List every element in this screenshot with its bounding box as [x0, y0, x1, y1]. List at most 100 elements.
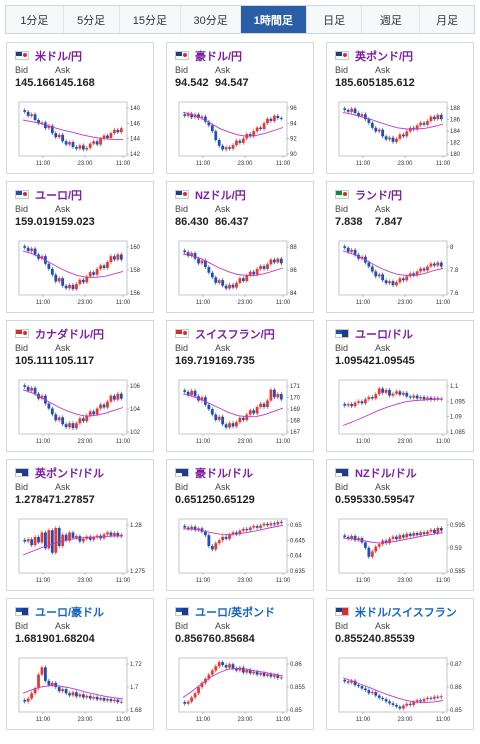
price-chart: 0.65 0.645 0.64 0.635 11:00 23:00 11:00 [178, 518, 306, 584]
candle-body [432, 696, 436, 699]
pair-title-link[interactable]: NZドル/ドル [335, 466, 417, 480]
bid-value: 185.605 [335, 77, 375, 89]
candle-body [255, 671, 259, 675]
candle-body [422, 268, 426, 271]
candle-body [75, 284, 78, 290]
pair-title-link[interactable]: ユーロ/豪ドル [15, 605, 104, 619]
tab-5[interactable]: 日足 [307, 6, 363, 33]
y-tick-label: 1.095 [450, 399, 466, 405]
candle-body [248, 670, 252, 674]
moving-average-line [22, 685, 124, 700]
candle-body [367, 547, 371, 557]
candle-body [252, 671, 256, 674]
candle-body [374, 127, 378, 132]
x-tick-label: 23:00 [397, 439, 413, 445]
rate-card[interactable]: 英ポンド/ドル Bid Ask 1.27847 1.27857 1.28 1.275 11:0… [6, 459, 154, 591]
bid-label: Bid [15, 204, 29, 214]
tab-7[interactable]: 月足 [436, 14, 459, 27]
rate-card[interactable]: ユーロ/英ポンド Bid Ask 0.85676 0.85684 0.86 0.855 0.8… [166, 598, 314, 730]
candle-body [419, 122, 422, 126]
y-tick-label: 8 [450, 245, 454, 251]
pair-title-link[interactable]: カナダドル/円 [15, 327, 104, 341]
candle-body [422, 397, 426, 400]
y-tick-label: 140 [130, 106, 141, 112]
moving-average-line [22, 250, 124, 278]
x-tick-label: 11:00 [196, 717, 211, 723]
candle-body [99, 138, 102, 145]
pair-title-link[interactable]: ランド/円 [335, 188, 402, 202]
candle-body [221, 145, 225, 150]
rate-card[interactable]: ユーロ/ドル Bid Ask 1.09542 1.09545 1.1 1.095 1.09 1.… [326, 320, 474, 452]
candle-body [224, 665, 228, 668]
tab-3[interactable]: 30分足 [181, 6, 241, 33]
tab-6[interactable]: 週足 [362, 6, 421, 33]
pair-title-link[interactable]: 米ドル/円 [15, 49, 82, 63]
pair-title-link[interactable]: ユーロ/円 [15, 188, 82, 202]
pair-title-link[interactable]: スイスフラン/円 [175, 327, 275, 341]
x-tick-label: 11:00 [36, 161, 51, 167]
candle-body [50, 268, 54, 275]
candle-body [429, 116, 433, 122]
ask-value: 1.09545 [375, 355, 415, 367]
ask-value: 86.437 [215, 216, 249, 228]
pair-title-link[interactable]: 豪ドル/ドル [175, 466, 253, 480]
rate-card[interactable]: ランド/円 Bid Ask 7.838 7.847 8 7.8 7.6 11:00 23:00 11… [326, 181, 474, 313]
pair-title-link[interactable]: 英ポンド/ドル [15, 466, 104, 480]
candle-body [186, 113, 190, 116]
rate-card[interactable]: 英ポンド/円 Bid Ask 185.605 185.612 188 186 184 182 18… [326, 42, 474, 174]
rate-card[interactable]: ユーロ/豪ドル Bid Ask 1.68190 1.68204 1.72 1.7 1.68 11… [6, 598, 154, 730]
pair-title-link[interactable]: 米ドル/スイスフラン [335, 605, 457, 619]
tab-2[interactable]: 15分足 [120, 6, 182, 33]
candle-body [200, 397, 204, 401]
candle-body [241, 667, 245, 673]
tab-0[interactable]: 1分足 [6, 6, 64, 33]
rate-card[interactable]: 豪ドル/ドル Bid Ask 0.65125 0.65129 0.65 0.645 0.64 0… [166, 459, 314, 591]
rate-card[interactable]: NZドル/ドル Bid Ask 0.59533 0.59547 0.595 0.59 0.58… [326, 459, 474, 591]
candle-body [23, 699, 27, 702]
candle-body [214, 543, 218, 550]
candle-body [78, 279, 82, 285]
candle-body [279, 677, 283, 679]
candle-body [374, 394, 378, 399]
candle-body [224, 285, 228, 289]
y-tick-label: 94 [290, 121, 297, 127]
candle-body [200, 682, 204, 688]
rate-card[interactable]: カナダドル/円 Bid Ask 105.111 105.117 106 104 102 11:0… [6, 320, 154, 452]
rate-card[interactable]: 米ドル/円 Bid Ask 145.166 145.168 140 146 144 142 11:… [6, 42, 154, 174]
candle-body [238, 140, 242, 143]
pair-title-link[interactable]: NZドル/円 [175, 188, 246, 202]
candle-body [61, 417, 65, 425]
price-chart: 1.1 1.095 1.09 1.085 11:00 23:00 11:00 [338, 379, 466, 445]
candle-body [439, 262, 443, 267]
ask-label: Ask [375, 482, 391, 492]
candle-body [68, 284, 71, 289]
x-tick-label: 11:00 [36, 439, 51, 445]
candle-body [23, 110, 27, 112]
x-tick-label: 11:00 [356, 161, 371, 167]
candle-body [259, 403, 262, 407]
candle-body [377, 695, 381, 698]
rate-card[interactable]: ユーロ/円 Bid Ask 159.019 159.023 160 158 156 11:00 2… [6, 181, 154, 313]
pair-title-link[interactable]: 英ポンド/円 [335, 49, 413, 63]
candle-body [92, 272, 96, 275]
candle-body [357, 401, 360, 403]
tab-1[interactable]: 5分足 [64, 6, 120, 33]
candle-body [217, 280, 221, 283]
candle-body [391, 137, 395, 142]
candle-body [37, 537, 40, 543]
candle-body [64, 424, 68, 428]
pair-title-link[interactable]: ユーロ/ドル [335, 327, 413, 341]
candle-body [50, 682, 54, 685]
rate-card[interactable]: 米ドル/スイスフラン Bid Ask 0.85524 0.85539 0.87 0.86 0.… [326, 598, 474, 730]
candle-body [221, 416, 225, 425]
bid-label: Bid [175, 343, 189, 353]
candle-body [391, 703, 395, 705]
ask-value: 1.27857 [55, 494, 95, 506]
candle-body [112, 129, 116, 134]
rate-card[interactable]: 豪ドル/円 Bid Ask 94.542 94.547 96 94 92 90 11:00 23:0… [166, 42, 314, 174]
tab-4[interactable]: 1時間足 [241, 6, 307, 33]
pair-title-link[interactable]: 豪ドル/円 [175, 49, 242, 63]
pair-title-link[interactable]: ユーロ/英ポンド [175, 605, 275, 619]
rate-card[interactable]: スイスフラン/円 Bid Ask 169.719 169.735 171 170 169 168… [166, 320, 314, 452]
rate-card[interactable]: NZドル/円 Bid Ask 86.430 86.437 88 86 84 11:00 23:00… [166, 181, 314, 313]
